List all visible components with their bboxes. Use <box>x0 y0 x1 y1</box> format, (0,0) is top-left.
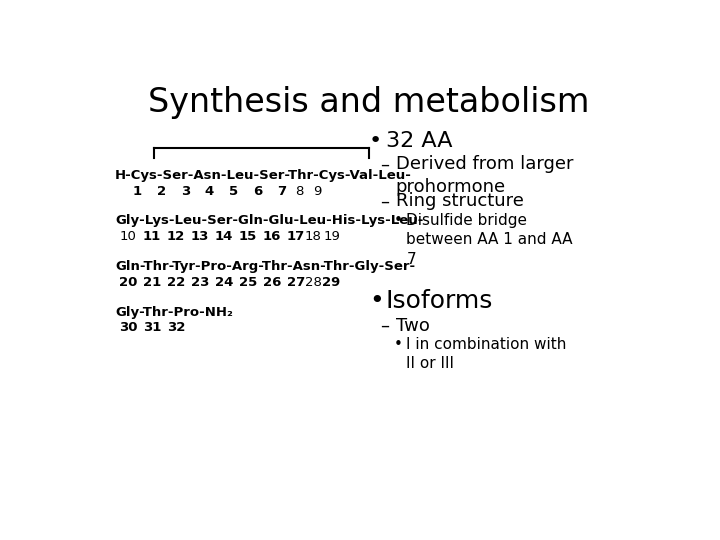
Text: 26: 26 <box>263 275 281 288</box>
Text: 20: 20 <box>119 275 137 288</box>
Text: 31: 31 <box>143 321 161 334</box>
Text: 14: 14 <box>215 230 233 243</box>
Text: 23: 23 <box>191 275 209 288</box>
Text: 16: 16 <box>263 230 281 243</box>
Text: Synthesis and metabolism: Synthesis and metabolism <box>148 85 590 119</box>
Text: 11: 11 <box>143 230 161 243</box>
Text: 24: 24 <box>215 275 233 288</box>
Text: 28: 28 <box>305 275 322 288</box>
Text: Gly-Lys-Leu-Ser-Gln-Glu-Leu-His-Lys-Leu-: Gly-Lys-Leu-Ser-Gln-Glu-Leu-His-Lys-Leu- <box>115 214 423 227</box>
Text: Ring structure: Ring structure <box>396 192 523 211</box>
Text: 6: 6 <box>253 185 262 198</box>
Text: –: – <box>380 192 390 211</box>
Text: Derived from larger
prohormone: Derived from larger prohormone <box>396 156 573 197</box>
Text: 22: 22 <box>167 275 185 288</box>
Text: 21: 21 <box>143 275 161 288</box>
Text: Isoforms: Isoforms <box>386 289 493 313</box>
Text: 32: 32 <box>167 321 185 334</box>
Text: 1: 1 <box>133 185 142 198</box>
Text: 15: 15 <box>239 230 257 243</box>
Text: 17: 17 <box>287 230 305 243</box>
Text: 2: 2 <box>157 185 166 198</box>
Text: 9: 9 <box>313 185 322 198</box>
Text: 4: 4 <box>204 185 214 198</box>
Text: 7: 7 <box>276 185 286 198</box>
Text: 25: 25 <box>239 275 257 288</box>
Text: •: • <box>369 131 382 151</box>
Text: I in combination with
II or III: I in combination with II or III <box>406 337 567 372</box>
Text: Gln-Thr-Tyr-Pro-Arg-Thr-Asn-Thr-Gly-Ser-: Gln-Thr-Tyr-Pro-Arg-Thr-Asn-Thr-Gly-Ser- <box>115 260 415 273</box>
Text: 18: 18 <box>305 230 322 243</box>
Text: •: • <box>369 289 384 313</box>
Text: •: • <box>394 337 403 352</box>
Text: 8: 8 <box>295 185 303 198</box>
Text: 32 AA: 32 AA <box>386 131 452 151</box>
Text: 29: 29 <box>323 275 341 288</box>
Text: 12: 12 <box>167 230 185 243</box>
Text: –: – <box>380 317 390 335</box>
Text: Disulfide bridge
between AA 1 and AA
7: Disulfide bridge between AA 1 and AA 7 <box>406 213 573 267</box>
Text: 13: 13 <box>191 230 209 243</box>
Text: 27: 27 <box>287 275 305 288</box>
Text: Two: Two <box>396 317 430 335</box>
Text: 3: 3 <box>181 185 190 198</box>
Text: •: • <box>394 213 403 228</box>
Text: 19: 19 <box>323 230 340 243</box>
Text: Gly-Thr-Pro-NH₂: Gly-Thr-Pro-NH₂ <box>115 306 233 319</box>
Text: 5: 5 <box>229 185 238 198</box>
Text: H-Cys-Ser-Asn-Leu-Ser-Thr-Cys-Val-Leu-: H-Cys-Ser-Asn-Leu-Ser-Thr-Cys-Val-Leu- <box>115 168 412 182</box>
Text: 10: 10 <box>120 230 136 243</box>
Text: 30: 30 <box>119 321 138 334</box>
Text: –: – <box>380 156 390 173</box>
